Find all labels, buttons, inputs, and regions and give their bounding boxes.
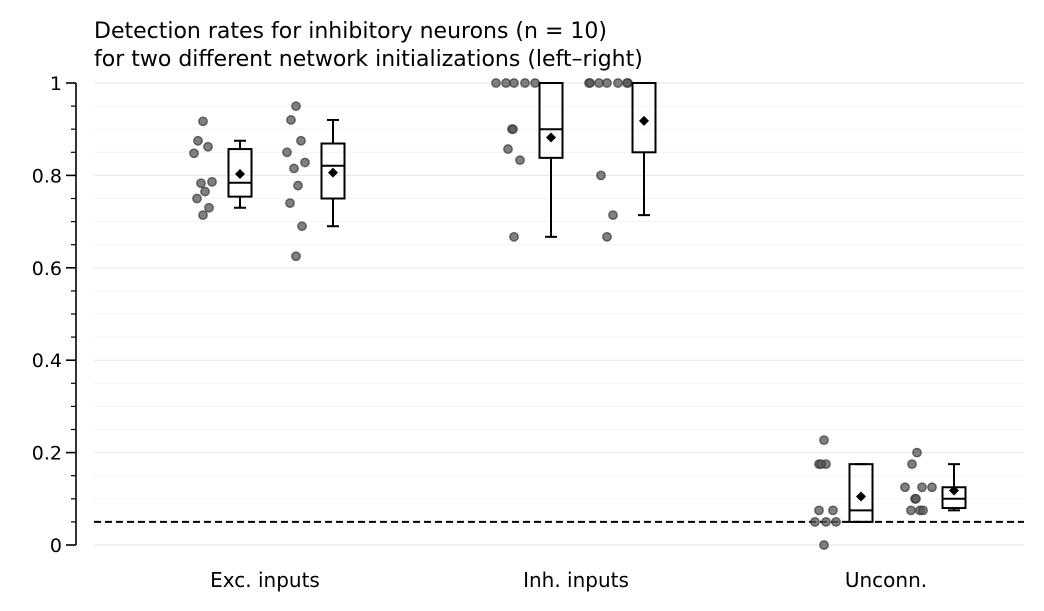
y-axis: 0 0.2 0.4 0.6 0.8 1	[32, 73, 77, 557]
y-tick-label: 0.6	[32, 258, 62, 280]
data-point	[602, 78, 612, 88]
data-point	[927, 482, 937, 493]
data-point	[530, 78, 540, 88]
data-point	[917, 482, 927, 493]
data-point	[198, 116, 208, 127]
data-point	[520, 78, 530, 88]
iqr-box	[538, 82, 564, 159]
category-label: Inh. inputs	[523, 568, 629, 592]
category-label: Unconn.	[845, 568, 927, 592]
data-point	[282, 147, 292, 158]
data-point	[596, 170, 606, 181]
data-point	[810, 517, 820, 527]
iqr-box	[320, 142, 346, 200]
chart-title-line-2: for two different network initialization…	[94, 47, 643, 72]
mean-marker	[639, 115, 649, 126]
mean-marker	[856, 491, 866, 502]
data-point	[207, 176, 217, 187]
data-point	[286, 115, 296, 125]
data-point	[906, 505, 916, 516]
data-point	[192, 193, 202, 204]
data-point	[289, 163, 299, 174]
data-point	[509, 78, 519, 88]
data-point	[608, 210, 618, 221]
data-point	[501, 78, 511, 88]
plot-area	[94, 78, 1024, 550]
data-point	[204, 202, 214, 213]
data-point	[912, 447, 922, 458]
data-point	[819, 435, 829, 446]
data-point	[821, 517, 831, 527]
data-point	[198, 210, 208, 221]
grid-lines	[94, 82, 1024, 546]
data-point	[291, 101, 301, 112]
data-point	[622, 78, 632, 88]
data-point	[200, 186, 210, 197]
y-tick-label: 0.2	[32, 443, 62, 465]
data-point	[816, 459, 826, 470]
y-tick-label: 1	[50, 73, 62, 95]
mean-marker	[546, 132, 556, 143]
data-point	[900, 482, 910, 493]
iqr-box	[227, 148, 253, 198]
iqr-box	[848, 463, 874, 523]
data-point	[291, 251, 301, 262]
chart-title-line-1: Detection rates for inhibitory neurons (…	[94, 19, 607, 44]
data-point	[503, 144, 513, 154]
data-point	[491, 78, 501, 88]
data-point	[515, 155, 525, 166]
data-point	[193, 135, 203, 146]
data-point	[293, 180, 303, 191]
data-point	[907, 459, 917, 470]
data-point	[585, 78, 595, 88]
mean-marker	[328, 167, 338, 178]
data-point	[300, 157, 310, 168]
data-point	[602, 231, 612, 242]
data-point	[297, 221, 307, 232]
data-point	[911, 493, 921, 504]
data-point	[285, 198, 295, 209]
y-tick-label: 0	[50, 535, 62, 557]
data-point	[613, 78, 623, 88]
data-point	[814, 505, 824, 516]
y-tick-label: 0.4	[32, 350, 62, 372]
data-point	[196, 178, 206, 189]
data-point	[831, 517, 841, 527]
data-point	[508, 124, 518, 135]
category-label: Exc. inputs	[210, 568, 320, 592]
mean-marker	[235, 169, 245, 180]
data-point	[189, 148, 199, 159]
data-point	[828, 505, 838, 516]
x-axis-categories: Exc. inputs Inh. inputs Unconn.	[210, 568, 927, 592]
mean-marker	[949, 485, 959, 496]
y-tick-label: 0.8	[32, 165, 62, 187]
data-point	[203, 141, 213, 152]
data-point	[296, 135, 306, 146]
data-point	[509, 231, 519, 242]
data-point	[819, 540, 829, 550]
data-point	[594, 78, 604, 88]
data-point	[918, 505, 928, 516]
